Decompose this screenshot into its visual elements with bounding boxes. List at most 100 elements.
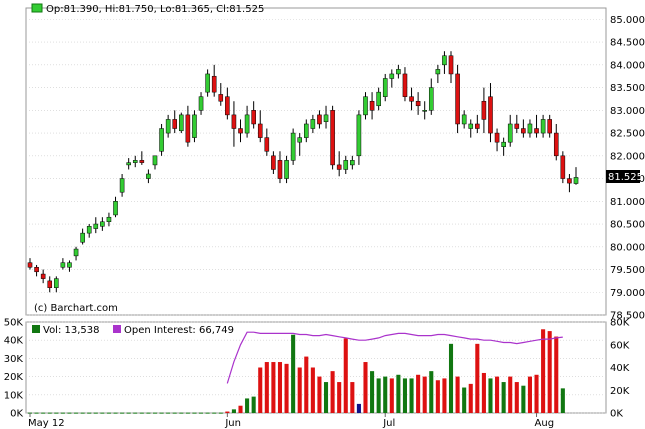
ohlc-readout: Op:81.390, Hi:81.750, Lo:81.365, Cl:81.5…	[46, 4, 264, 15]
candle-body	[34, 266, 39, 273]
candle-body	[455, 73, 460, 125]
candle-body	[146, 173, 151, 179]
volume-bar	[501, 382, 506, 413]
volume-bar	[554, 336, 559, 413]
volume-bar	[356, 403, 361, 413]
volume-bar	[343, 338, 348, 413]
candle-body	[468, 123, 474, 129]
price-tick-label: 80.000	[610, 242, 645, 253]
price-panel: 85.000 84.500 84.000 83.500 83.000 82.500 82.0…	[25, 3, 645, 322]
candle-body	[231, 114, 237, 129]
candle-body	[369, 100, 375, 111]
candle-body	[343, 160, 349, 170]
candle-body	[192, 114, 197, 138]
candle-body	[67, 262, 72, 268]
candle-body	[363, 96, 368, 116]
volume-bar	[80, 412, 85, 414]
candle-body	[560, 155, 566, 179]
open-interest-tick-label: 60K	[610, 340, 630, 351]
candle-body	[494, 132, 500, 143]
candle-body	[547, 119, 552, 134]
volume-bar	[370, 371, 375, 413]
candle-body	[40, 273, 46, 279]
price-tick-label: 79.500	[610, 265, 645, 276]
price-grid	[26, 19, 606, 316]
volume-bar	[383, 376, 388, 413]
candle-body	[402, 73, 408, 97]
volume-bar	[218, 412, 223, 414]
volume-bar	[330, 371, 335, 413]
price-tick-label: 80.500	[610, 220, 645, 231]
volume-bar	[67, 412, 72, 414]
candle-body	[310, 119, 316, 129]
volume-bar	[560, 388, 565, 413]
price-tick-label: 83.000	[610, 106, 645, 117]
volume-bar	[60, 412, 65, 414]
volume-bar	[192, 412, 197, 414]
date-tick-label: Jul	[382, 418, 395, 429]
volume-bar	[442, 378, 447, 413]
candle-body	[422, 110, 427, 112]
volume-bar	[521, 385, 526, 413]
candle-body	[152, 155, 158, 166]
open-interest-tick-label: 80K	[610, 318, 630, 329]
volume-tick-label: 30K	[4, 354, 24, 365]
volume-bar	[172, 412, 177, 414]
candle-body	[179, 114, 184, 132]
candle-body	[297, 137, 303, 143]
candle-body	[271, 155, 276, 170]
candle-body	[159, 128, 164, 152]
open-interest-axis-labels: 80K 60K 40K 20K 0K	[610, 318, 630, 420]
volume-bar	[297, 367, 302, 413]
volume-bar	[337, 382, 342, 413]
date-axis-labels: May 12 Jun Jul Aug	[28, 413, 554, 429]
volume-bar	[93, 412, 98, 414]
volume-bar	[198, 412, 204, 414]
volume-bar	[113, 412, 118, 414]
volume-bar	[284, 363, 289, 413]
candles	[27, 51, 579, 293]
volume-bar	[120, 412, 125, 414]
price-tick-label: 85.000	[610, 15, 645, 26]
volume-bar	[363, 362, 368, 413]
volume-bar	[422, 376, 427, 413]
volume-bar	[508, 376, 513, 413]
candle-body	[356, 114, 362, 157]
volume-bar	[310, 367, 315, 413]
candle-body	[238, 128, 243, 134]
volume-legend: Vol: 13,538 Open Interest: 66,749	[32, 325, 234, 336]
volume-legend-label: Vol: 13,538	[43, 325, 100, 336]
volume-bar	[435, 380, 440, 413]
candle-body	[132, 160, 138, 163]
candle-body	[501, 141, 506, 147]
volume-bar	[376, 378, 381, 413]
date-tick-label: Jun	[224, 418, 241, 429]
candle-body	[225, 96, 230, 116]
volume-bar	[205, 412, 210, 414]
price-tick-label: 83.500	[610, 83, 645, 94]
volume-bar	[291, 334, 296, 413]
price-tick-label: 78.500	[610, 311, 645, 322]
candle-body	[435, 69, 441, 75]
candle-body	[303, 123, 309, 138]
candle-body	[442, 55, 447, 66]
candle-body	[573, 177, 579, 184]
candle-body	[540, 119, 546, 134]
volume-bar	[409, 378, 414, 413]
candle-body	[409, 96, 414, 102]
volume-bar	[47, 412, 52, 414]
candle-body	[172, 119, 178, 129]
volume-bar	[133, 412, 138, 414]
volume-bar	[541, 329, 546, 413]
candle-body	[336, 164, 342, 170]
volume-bar	[468, 383, 473, 413]
ohlc-swatch	[31, 3, 43, 13]
volume-bar	[416, 374, 421, 413]
price-tick-label: 82.000	[610, 151, 645, 162]
open-interest-tick-label: 20K	[610, 386, 630, 397]
volume-bar	[126, 412, 131, 414]
volume-bar	[323, 382, 329, 413]
candle-body	[27, 262, 33, 268]
volume-bar	[185, 412, 190, 414]
candle-body	[382, 78, 388, 97]
